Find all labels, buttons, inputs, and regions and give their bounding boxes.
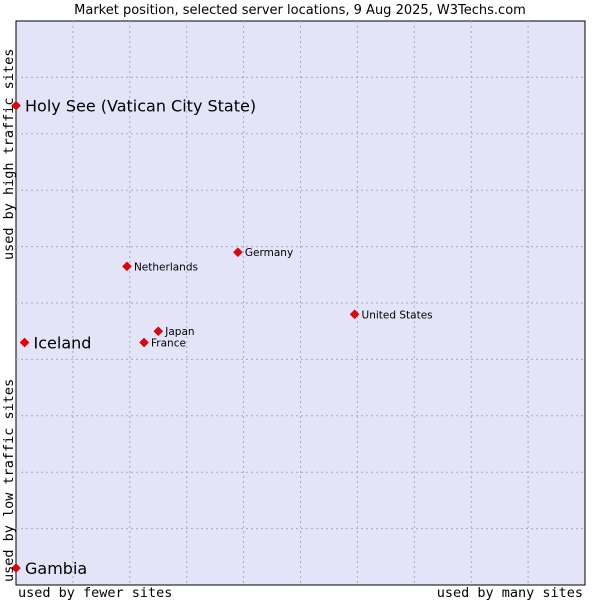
data-point: Gambia — [11, 559, 87, 578]
point-marker — [19, 337, 30, 348]
y-axis-label-top: used by high traffic sites — [1, 49, 17, 260]
data-point: Germany — [233, 247, 293, 259]
point-label: Japan — [164, 326, 194, 338]
y-axis-label-bottom: used by low traffic sites — [1, 379, 17, 582]
point-label: Holy See (Vatican City State) — [25, 97, 256, 116]
data-point: Iceland — [19, 333, 92, 352]
data-point: France — [139, 337, 186, 349]
point-marker — [139, 337, 149, 348]
point-marker — [122, 261, 132, 272]
point-marker — [11, 563, 21, 573]
point-label: United States — [362, 309, 433, 321]
x-axis-label-right: used by many sites — [437, 585, 583, 600]
data-point: Netherlands — [122, 261, 198, 273]
data-point: United States — [349, 309, 433, 321]
chart-title: Market position, selected server locatio… — [74, 3, 526, 18]
point-label: Gambia — [25, 559, 87, 578]
point-marker — [11, 100, 21, 111]
point-marker — [153, 326, 164, 337]
grid — [16, 21, 585, 585]
point-label: Iceland — [34, 333, 92, 352]
point-label: France — [151, 337, 186, 349]
x-axis-label-left: used by fewer sites — [18, 585, 172, 600]
point-marker — [349, 309, 360, 320]
data-point: Holy See (Vatican City State) — [11, 97, 256, 116]
data-points: Holy See (Vatican City State) Germany Neth… — [11, 97, 433, 578]
point-marker — [233, 247, 243, 258]
point-label: Netherlands — [134, 261, 198, 273]
point-label: Germany — [245, 247, 293, 259]
data-point: Japan — [153, 326, 195, 338]
